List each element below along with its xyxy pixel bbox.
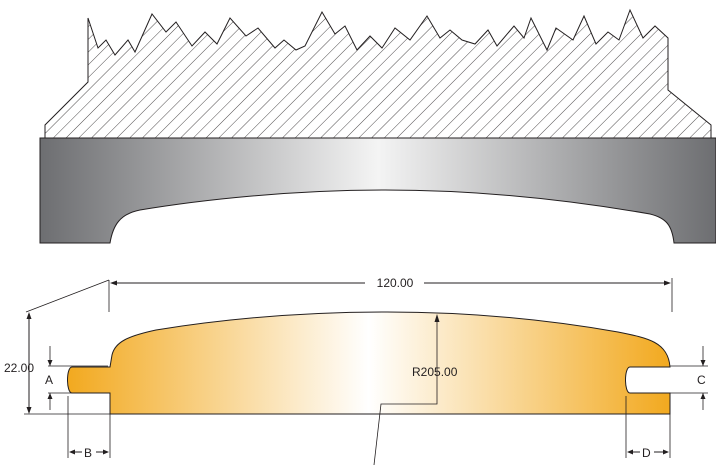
dimension-a: A xyxy=(45,346,108,410)
label-b: B xyxy=(84,446,92,460)
dimension-d: D xyxy=(625,396,671,460)
hatched-material xyxy=(44,8,712,139)
radius-label: R205.00 xyxy=(412,365,458,379)
dimension-overall-width: 120.00 xyxy=(25,276,673,313)
dimension-b: B xyxy=(67,396,111,460)
height-label: 22.00 xyxy=(4,361,34,375)
tool-body xyxy=(39,137,716,244)
label-a: A xyxy=(45,373,53,387)
moulding-profile xyxy=(67,311,671,415)
dimension-c: C xyxy=(670,346,708,410)
radius-leader: R205.00 xyxy=(373,314,458,466)
overall-width-label: 120.00 xyxy=(377,276,414,290)
label-d: D xyxy=(642,446,651,460)
dimension-height: 22.00 xyxy=(4,312,110,415)
label-c: C xyxy=(697,373,706,387)
